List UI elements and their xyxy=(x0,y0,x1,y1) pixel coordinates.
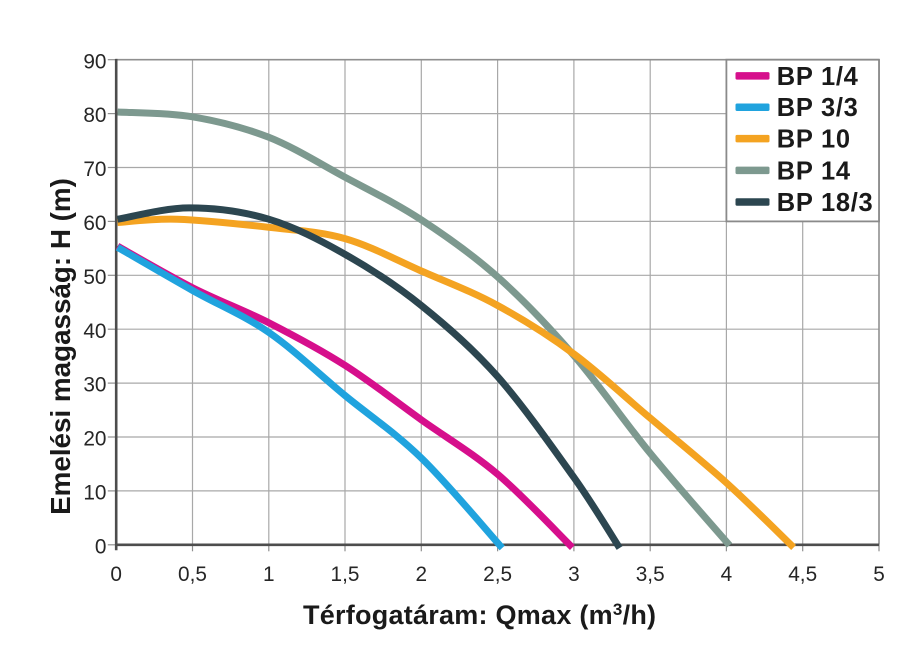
svg-text:Emelési magasság: H (m): Emelési magasság: H (m) xyxy=(45,178,76,515)
svg-text:3,5: 3,5 xyxy=(636,563,665,586)
svg-text:BP 10: BP 10 xyxy=(777,126,851,154)
svg-text:BP 14: BP 14 xyxy=(777,157,851,185)
svg-text:50: 50 xyxy=(83,266,106,289)
svg-text:3: 3 xyxy=(568,563,580,586)
svg-text:0: 0 xyxy=(110,563,122,586)
svg-text:70: 70 xyxy=(83,158,106,181)
svg-text:10: 10 xyxy=(83,482,106,505)
svg-text:80: 80 xyxy=(83,104,106,127)
svg-text:5: 5 xyxy=(873,563,885,586)
svg-text:1,5: 1,5 xyxy=(331,563,360,586)
svg-text:4: 4 xyxy=(721,563,733,586)
svg-text:Térfogatáram: Qmax (m3/h): Térfogatáram: Qmax (m3/h) xyxy=(303,600,656,630)
svg-text:2: 2 xyxy=(416,563,428,586)
svg-text:20: 20 xyxy=(83,428,106,451)
svg-text:90: 90 xyxy=(83,50,106,73)
svg-text:4,5: 4,5 xyxy=(788,563,817,586)
svg-text:30: 30 xyxy=(83,374,106,397)
svg-text:1: 1 xyxy=(263,563,275,586)
svg-text:0,5: 0,5 xyxy=(178,563,207,586)
svg-text:BP 18/3: BP 18/3 xyxy=(777,189,874,217)
svg-text:2,5: 2,5 xyxy=(483,563,512,586)
svg-text:40: 40 xyxy=(83,320,106,343)
svg-text:BP 3/3: BP 3/3 xyxy=(777,94,859,122)
svg-text:0: 0 xyxy=(95,535,107,558)
svg-text:60: 60 xyxy=(83,212,106,235)
svg-text:BP 1/4: BP 1/4 xyxy=(777,63,859,91)
